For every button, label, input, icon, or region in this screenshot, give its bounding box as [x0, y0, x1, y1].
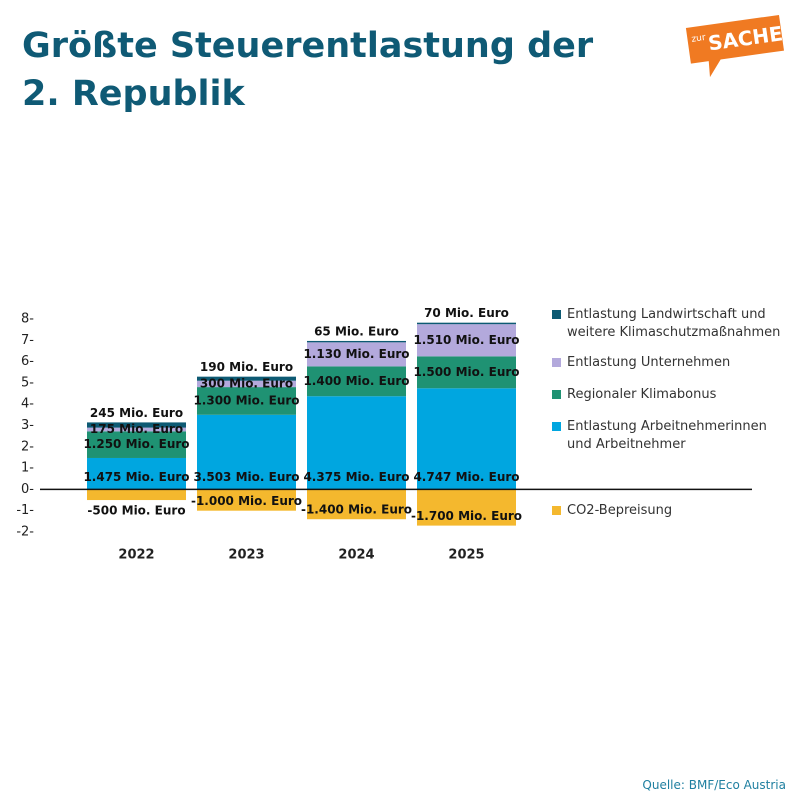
bar-segment: [417, 324, 516, 357]
x-tick-label: 2022: [118, 548, 154, 563]
legend-item: Entlastung Arbeitnehmerinnen und Arbeitn…: [552, 418, 792, 454]
bar-segment: [417, 356, 516, 389]
bar-segment: [197, 489, 296, 511]
legend-item: Entlastung Unternehmen: [552, 354, 792, 372]
logo-small: zur: [691, 33, 707, 45]
data-label: 1.400 Mio. Euro: [303, 374, 409, 388]
data-label: 300 Mio. Euro: [200, 376, 293, 390]
legend-item: Regionaler Klimabonus: [552, 386, 792, 404]
legend-swatch: [552, 506, 561, 515]
legend-label: Entlastung Landwirtschaft und weitere Kl…: [567, 307, 781, 340]
bar-segment: [197, 414, 296, 490]
bar-segment: [307, 396, 406, 490]
legend-item: CO2-Bepreisung: [552, 502, 792, 520]
data-label: -1.000 Mio. Euro: [191, 494, 302, 508]
bar-segment: [87, 427, 186, 432]
bar-segment: [87, 422, 186, 428]
logo: zur SACHE: [685, 14, 784, 78]
bar-segment: [417, 322, 516, 325]
data-label: 1.500 Mio. Euro: [413, 365, 519, 379]
bar-segment: [307, 342, 406, 367]
data-label: -1.400 Mio. Euro: [301, 503, 412, 517]
bar-segment: [197, 387, 296, 415]
y-tick-label: 0-: [21, 482, 34, 497]
legend-label: Entlastung Unternehmen: [567, 355, 731, 370]
legend-swatch: [552, 358, 561, 367]
y-tick-label: 2-: [21, 439, 34, 454]
bar-segment: [307, 340, 406, 343]
y-tick-label: 5-: [21, 375, 34, 390]
bar-segment: [197, 380, 296, 388]
data-label: 4.747 Mio. Euro: [413, 470, 519, 484]
data-label: 4.375 Mio. Euro: [303, 470, 409, 484]
x-tick-label: 2024: [338, 548, 374, 563]
title: Größte Steuerentlastung der 2. Republik: [22, 26, 594, 114]
bar-segment: [417, 388, 516, 490]
data-label: 65 Mio. Euro: [314, 324, 399, 338]
data-label: 70 Mio. Euro: [424, 306, 509, 320]
data-label: 1.130 Mio. Euro: [303, 347, 409, 361]
y-tick-label: 7-: [21, 333, 34, 348]
legend-label: Regionaler Klimabonus: [567, 387, 717, 402]
bar-segment: [307, 489, 406, 520]
bar-segment: [87, 431, 186, 458]
y-tick-label: 4-: [21, 397, 34, 412]
y-tick-label: 6-: [21, 354, 34, 369]
data-label: 1.300 Mio. Euro: [193, 393, 299, 407]
legend-label: Entlastung Arbeitnehmerinnen und Arbeitn…: [567, 419, 767, 452]
legend-swatch: [552, 310, 561, 319]
x-tick-label: 2023: [228, 548, 264, 563]
data-label: 1.475 Mio. Euro: [83, 470, 189, 484]
data-label: 1.250 Mio. Euro: [83, 437, 189, 451]
data-label: 3.503 Mio. Euro: [193, 470, 299, 484]
x-tick-label: 2025: [448, 548, 484, 563]
legend-swatch: [552, 422, 561, 431]
source: Quelle: BMF/Eco Austria: [642, 778, 786, 792]
y-tick-label: -1-: [16, 503, 34, 518]
y-tick-label: 3-: [21, 418, 34, 433]
y-tick-label: 1-: [21, 461, 34, 476]
data-label: 1.510 Mio. Euro: [413, 333, 519, 347]
legend-item: Entlastung Landwirtschaft und weitere Kl…: [552, 306, 792, 342]
y-tick-label: 8-: [21, 312, 34, 327]
bar-segment: [87, 489, 186, 501]
y-tick-label: -2-: [16, 525, 34, 540]
data-label: 175 Mio. Euro: [90, 422, 183, 436]
data-label: -1.700 Mio. Euro: [411, 509, 522, 523]
legend-label: CO2-Bepreisung: [567, 503, 673, 518]
bar-segment: [87, 457, 186, 490]
bar-segment: [417, 489, 516, 526]
data-label: 245 Mio. Euro: [90, 406, 183, 420]
bar-segment: [197, 376, 296, 381]
legend-swatch: [552, 390, 561, 399]
logo-bubble: [685, 14, 784, 78]
bar-segment: [307, 366, 406, 397]
data-label: 190 Mio. Euro: [200, 360, 293, 374]
data-label: -500 Mio. Euro: [87, 504, 185, 518]
